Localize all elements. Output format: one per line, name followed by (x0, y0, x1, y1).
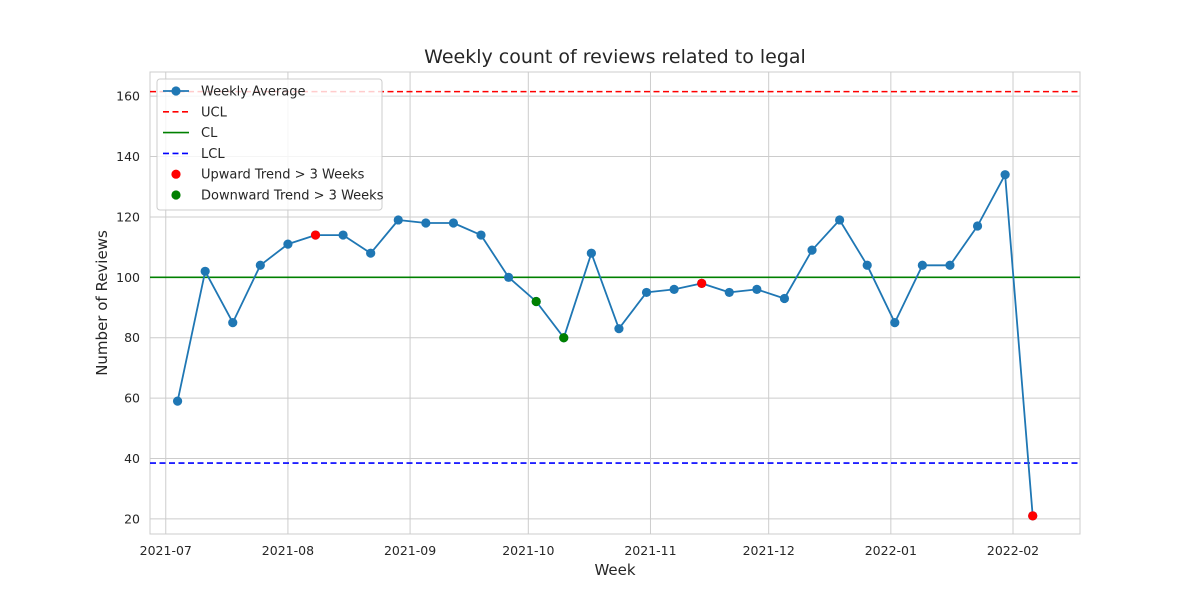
weekly-average-point (338, 230, 348, 240)
legend-label-upward-trend: Upward Trend > 3 Weeks (201, 168, 365, 183)
weekly-average-point (504, 272, 514, 282)
weekly-average-point (835, 215, 845, 225)
y-tick-label: 60 (124, 391, 140, 406)
weekly-average-point (641, 287, 652, 298)
chart-title: Weekly count of reviews related to legal (424, 46, 806, 68)
legend-label-lcl: LCL (201, 147, 225, 162)
y-tick-labels: 20 40 60 80 100 120 140 160 (116, 89, 140, 527)
weekly-average-point (614, 324, 624, 334)
weekly-average-point (200, 266, 210, 276)
weekly-average-point (255, 260, 265, 270)
upward-trend-point (1028, 511, 1038, 521)
weekly-average-point (172, 396, 183, 406)
upward-trend-point (697, 278, 707, 288)
weekly-average-point (752, 284, 762, 295)
weekly-average-point (476, 230, 486, 240)
downward-trend-point (559, 333, 569, 343)
x-tick-label: 2021-11 (624, 543, 676, 558)
weekly-average-point (862, 260, 872, 270)
legend-label-downward-trend: Downward Trend > 3 Weeks (201, 189, 384, 204)
weekly-average-point (972, 221, 983, 231)
legend: Weekly Average UCL CL LCL Upward Trend > 3 W… (156, 78, 384, 211)
legend-label-ucl: UCL (201, 105, 228, 120)
weekly-average-point (366, 248, 376, 258)
weekly-average-point (421, 218, 431, 228)
grid (150, 72, 1080, 534)
x-tick-label: 2022-02 (987, 543, 1039, 558)
y-tick-label: 140 (116, 149, 140, 164)
weekly-average-point (586, 248, 596, 258)
x-tick-label: 2021-07 (140, 543, 192, 558)
x-axis-label: Week (594, 561, 635, 579)
x-tick-labels: 2021-07 2021-08 2021-09 2021-10 2021-11 2021-… (140, 543, 1039, 558)
y-tick-label: 100 (116, 270, 140, 285)
weekly-average-point (283, 239, 293, 249)
legend-marker-downward-trend (171, 190, 181, 200)
weekly-average-point (779, 293, 790, 304)
x-tick-label: 2021-12 (743, 543, 795, 558)
x-tick-label: 2022-01 (865, 543, 917, 558)
x-tick-label: 2021-09 (384, 543, 436, 558)
weekly-average-point (945, 260, 955, 270)
y-tick-label: 120 (116, 209, 140, 224)
downward-trend-point (531, 296, 541, 307)
legend-label-cl: CL (201, 126, 218, 141)
y-axis-label: Number of Reviews (93, 230, 111, 376)
weekly-average-point (1000, 170, 1010, 180)
legend-marker-weekly-average (171, 86, 181, 96)
weekly-average-point (228, 318, 238, 328)
weekly-average-point (393, 215, 403, 225)
y-tick-label: 20 (124, 511, 140, 526)
weekly-average-point (917, 260, 927, 270)
y-tick-label: 160 (116, 89, 140, 104)
upward-trend-point (310, 230, 321, 240)
weekly-average-point (807, 245, 817, 255)
weekly-average-point (448, 218, 459, 228)
weekly-average-point (669, 284, 679, 295)
legend-box (156, 78, 383, 211)
legend-label-weekly-average: Weekly Average (201, 85, 305, 100)
y-tick-label: 40 (124, 451, 140, 466)
y-tick-label: 80 (124, 330, 140, 345)
weekly-average-point (724, 287, 734, 298)
legend-marker-upward-trend (171, 169, 181, 179)
weekly-average-point (890, 318, 900, 328)
x-tick-label: 2021-10 (502, 543, 554, 558)
x-tick-label: 2021-08 (262, 543, 314, 558)
highlight-points (310, 230, 1038, 521)
